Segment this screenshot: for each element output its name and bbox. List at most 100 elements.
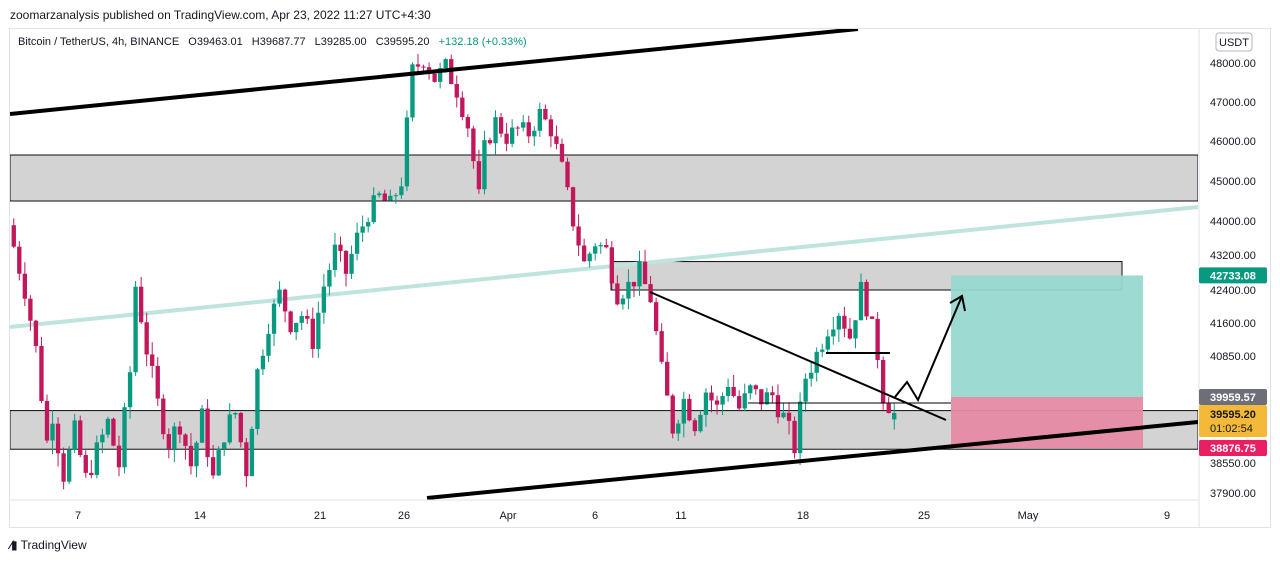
candle-body bbox=[255, 369, 260, 429]
tradingview-logo-icon[interactable]: ⁄▮ bbox=[10, 538, 18, 552]
candle-body bbox=[44, 401, 50, 441]
candle-body bbox=[244, 442, 249, 477]
candle-body bbox=[443, 59, 448, 69]
candle-body bbox=[642, 261, 648, 285]
entry-price-tag bbox=[1199, 389, 1267, 405]
candle-body bbox=[155, 365, 160, 399]
time-tick-label: May bbox=[1018, 510, 1039, 522]
last-price-tag-label: 39595.20 bbox=[1210, 409, 1256, 421]
lower-channel-line bbox=[426, 420, 1198, 500]
candle-body bbox=[305, 315, 310, 319]
candle-body bbox=[371, 195, 376, 223]
time-tick-label: Apr bbox=[499, 510, 516, 522]
candle-body bbox=[144, 322, 149, 355]
candle-body bbox=[604, 245, 609, 248]
candle-body bbox=[199, 408, 205, 443]
candle-body bbox=[238, 412, 243, 443]
candle-body bbox=[576, 226, 581, 246]
candle-body bbox=[11, 225, 16, 247]
candle-body bbox=[714, 400, 720, 405]
candle-body bbox=[388, 195, 393, 201]
candle-body bbox=[809, 372, 814, 379]
candle-body bbox=[731, 386, 736, 397]
candle-body bbox=[188, 445, 194, 467]
candle-body bbox=[570, 187, 576, 227]
candle-body bbox=[271, 303, 277, 334]
entry-price-tag-label: 39959.57 bbox=[1210, 392, 1256, 404]
candle-body bbox=[864, 281, 869, 317]
candle-body bbox=[399, 186, 404, 196]
candle-body bbox=[310, 318, 315, 349]
candle-body bbox=[321, 286, 327, 313]
currency-label: USDT bbox=[1219, 37, 1249, 49]
candle-body bbox=[150, 354, 155, 366]
candle-body bbox=[803, 378, 808, 402]
candle-body bbox=[515, 127, 520, 129]
candle-body bbox=[748, 385, 753, 394]
candle-body bbox=[294, 322, 299, 333]
candle-body bbox=[814, 351, 819, 373]
time-tick-label: 9 bbox=[1164, 510, 1170, 522]
candle-body bbox=[637, 261, 642, 287]
candle-body bbox=[100, 434, 105, 443]
candle-body bbox=[476, 161, 482, 190]
candle-body bbox=[886, 403, 891, 414]
change-value: +132.18 (+0.33%) bbox=[438, 36, 527, 48]
price-tick-label: 41600.00 bbox=[1210, 318, 1256, 330]
candle-body bbox=[465, 117, 471, 129]
candle-body bbox=[360, 226, 365, 233]
candle-body bbox=[94, 442, 99, 476]
descending-trendline bbox=[649, 291, 947, 421]
candle-body bbox=[205, 408, 210, 458]
candle-body bbox=[792, 420, 797, 454]
candle-body bbox=[332, 244, 338, 270]
candle-body bbox=[781, 412, 786, 418]
last-price-tag-countdown: 01:02:54 bbox=[1210, 423, 1253, 435]
candle-body bbox=[537, 108, 542, 131]
time-tick-label: 26 bbox=[398, 510, 410, 522]
candle-body bbox=[720, 395, 725, 405]
candle-body bbox=[83, 455, 88, 473]
candle-body bbox=[349, 253, 354, 274]
time-axis: 7 14 21 26 Apr 6 11 18 25 May 9 bbox=[10, 499, 1199, 522]
candle-body bbox=[415, 64, 421, 67]
arrow-head-icon bbox=[949, 294, 966, 312]
candle-body bbox=[598, 245, 603, 247]
candle-body bbox=[299, 315, 304, 323]
candle-body bbox=[105, 418, 111, 435]
price-tick-label: 42400.00 bbox=[1210, 285, 1256, 297]
footer[interactable]: ⁄▮ TradingView bbox=[10, 538, 87, 552]
candle-body bbox=[687, 398, 692, 421]
high-value: H39687.77 bbox=[251, 36, 306, 48]
candle-body bbox=[836, 315, 842, 330]
candle-body bbox=[39, 345, 44, 402]
candle-body bbox=[33, 320, 39, 346]
close-value: C39595.20 bbox=[375, 36, 430, 48]
chart-frame[interactable] bbox=[9, 28, 1271, 528]
brand-label[interactable]: TradingView bbox=[20, 538, 87, 552]
time-tick-label: 18 bbox=[797, 510, 809, 522]
candle-body bbox=[122, 407, 127, 468]
candle-body bbox=[133, 286, 138, 373]
candle-body bbox=[543, 108, 548, 120]
candle-body bbox=[338, 244, 343, 251]
candle-body bbox=[55, 423, 61, 454]
candle-body bbox=[172, 426, 177, 449]
candle-body bbox=[548, 119, 554, 137]
candle-body bbox=[327, 269, 332, 287]
candle-body bbox=[869, 316, 875, 319]
symbol-label[interactable]: Bitcoin / TetherUS, 4h, BINANCE bbox=[18, 36, 180, 48]
candle-body bbox=[482, 140, 487, 190]
candle-body bbox=[659, 331, 664, 362]
candle-body bbox=[177, 426, 183, 435]
candle-body bbox=[487, 140, 493, 144]
candle-body bbox=[432, 73, 437, 82]
candle-body bbox=[853, 320, 858, 339]
candle-body bbox=[343, 250, 349, 274]
target-price-tag bbox=[1199, 267, 1267, 284]
symbol-legend[interactable]: Bitcoin / TetherUS, 4h, BINANCE O39463.0… bbox=[18, 36, 527, 48]
candle-body bbox=[615, 283, 620, 305]
candle-body bbox=[593, 246, 598, 254]
target-price-tag-label: 42733.08 bbox=[1210, 270, 1256, 282]
